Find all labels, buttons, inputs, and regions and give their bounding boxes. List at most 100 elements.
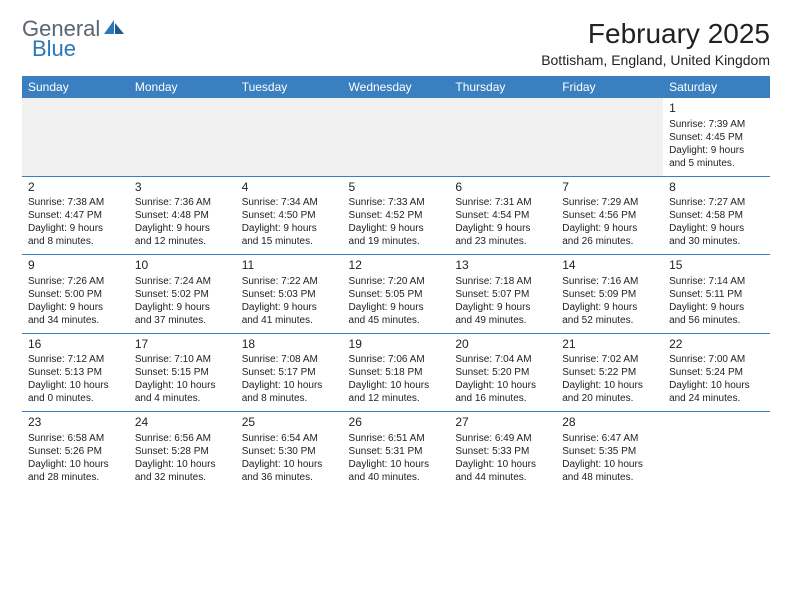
sunset-text: Sunset: 5:07 PM — [455, 288, 550, 301]
daylight-text: Daylight: 10 hours — [562, 458, 657, 471]
title-block: February 2025 Bottisham, England, United… — [541, 18, 770, 68]
day-cell: 20Sunrise: 7:04 AMSunset: 5:20 PMDayligh… — [449, 334, 556, 412]
daylight-text: and 48 minutes. — [562, 471, 657, 484]
day-header: Thursday — [449, 76, 556, 98]
sunset-text: Sunset: 4:45 PM — [669, 131, 764, 144]
day-cell — [22, 98, 129, 176]
daylight-text: Daylight: 9 hours — [28, 301, 123, 314]
day-cell — [449, 98, 556, 176]
calendar-page: General Blue February 2025 Bottisham, En… — [0, 0, 792, 502]
sunrise-text: Sunrise: 7:27 AM — [669, 196, 764, 209]
daylight-text: and 32 minutes. — [135, 471, 230, 484]
day-number: 3 — [135, 180, 230, 196]
daylight-text: and 12 minutes. — [135, 235, 230, 248]
daylight-text: Daylight: 10 hours — [28, 379, 123, 392]
sunrise-text: Sunrise: 7:10 AM — [135, 353, 230, 366]
month-title: February 2025 — [541, 18, 770, 50]
day-cell: 8Sunrise: 7:27 AMSunset: 4:58 PMDaylight… — [663, 177, 770, 255]
sail-icon — [102, 18, 126, 40]
sunset-text: Sunset: 4:54 PM — [455, 209, 550, 222]
day-number: 7 — [562, 180, 657, 196]
day-header-row: Sunday Monday Tuesday Wednesday Thursday… — [22, 76, 770, 98]
sunrise-text: Sunrise: 6:56 AM — [135, 432, 230, 445]
day-cell: 7Sunrise: 7:29 AMSunset: 4:56 PMDaylight… — [556, 177, 663, 255]
daylight-text: Daylight: 10 hours — [135, 458, 230, 471]
sunset-text: Sunset: 4:52 PM — [349, 209, 444, 222]
sunrise-text: Sunrise: 7:31 AM — [455, 196, 550, 209]
daylight-text: Daylight: 10 hours — [455, 379, 550, 392]
day-number: 12 — [349, 258, 444, 274]
day-cell: 24Sunrise: 6:56 AMSunset: 5:28 PMDayligh… — [129, 412, 236, 490]
day-header: Sunday — [22, 76, 129, 98]
day-cell: 9Sunrise: 7:26 AMSunset: 5:00 PMDaylight… — [22, 255, 129, 333]
day-cell: 26Sunrise: 6:51 AMSunset: 5:31 PMDayligh… — [343, 412, 450, 490]
daylight-text: Daylight: 9 hours — [562, 222, 657, 235]
day-number: 14 — [562, 258, 657, 274]
day-cell — [556, 98, 663, 176]
day-number: 2 — [28, 180, 123, 196]
sunset-text: Sunset: 5:15 PM — [135, 366, 230, 379]
day-number: 27 — [455, 415, 550, 431]
sunset-text: Sunset: 5:31 PM — [349, 445, 444, 458]
sunset-text: Sunset: 5:11 PM — [669, 288, 764, 301]
sunrise-text: Sunrise: 6:47 AM — [562, 432, 657, 445]
day-number: 9 — [28, 258, 123, 274]
daylight-text: Daylight: 9 hours — [349, 301, 444, 314]
day-header: Monday — [129, 76, 236, 98]
logo-blue-text: Blue — [32, 38, 126, 60]
sunrise-text: Sunrise: 7:06 AM — [349, 353, 444, 366]
day-number: 18 — [242, 337, 337, 353]
day-header: Friday — [556, 76, 663, 98]
day-number: 4 — [242, 180, 337, 196]
day-number: 5 — [349, 180, 444, 196]
sunset-text: Sunset: 4:47 PM — [28, 209, 123, 222]
daylight-text: Daylight: 9 hours — [669, 301, 764, 314]
day-cell: 2Sunrise: 7:38 AMSunset: 4:47 PMDaylight… — [22, 177, 129, 255]
day-number: 17 — [135, 337, 230, 353]
day-cell: 27Sunrise: 6:49 AMSunset: 5:33 PMDayligh… — [449, 412, 556, 490]
day-cell — [343, 98, 450, 176]
daylight-text: and 26 minutes. — [562, 235, 657, 248]
day-cell: 22Sunrise: 7:00 AMSunset: 5:24 PMDayligh… — [663, 334, 770, 412]
sunrise-text: Sunrise: 6:49 AM — [455, 432, 550, 445]
logo: General Blue — [22, 18, 126, 60]
daylight-text: and 12 minutes. — [349, 392, 444, 405]
daylight-text: and 23 minutes. — [455, 235, 550, 248]
day-cell: 19Sunrise: 7:06 AMSunset: 5:18 PMDayligh… — [343, 334, 450, 412]
day-cell: 5Sunrise: 7:33 AMSunset: 4:52 PMDaylight… — [343, 177, 450, 255]
sunset-text: Sunset: 4:50 PM — [242, 209, 337, 222]
day-number: 6 — [455, 180, 550, 196]
sunset-text: Sunset: 5:03 PM — [242, 288, 337, 301]
sunset-text: Sunset: 5:09 PM — [562, 288, 657, 301]
day-cell: 1Sunrise: 7:39 AMSunset: 4:45 PMDaylight… — [663, 98, 770, 176]
day-number: 22 — [669, 337, 764, 353]
daylight-text: Daylight: 10 hours — [562, 379, 657, 392]
day-cell: 10Sunrise: 7:24 AMSunset: 5:02 PMDayligh… — [129, 255, 236, 333]
day-cell: 21Sunrise: 7:02 AMSunset: 5:22 PMDayligh… — [556, 334, 663, 412]
sunrise-text: Sunrise: 7:29 AM — [562, 196, 657, 209]
sunrise-text: Sunrise: 7:14 AM — [669, 275, 764, 288]
day-cell — [129, 98, 236, 176]
daylight-text: and 40 minutes. — [349, 471, 444, 484]
day-cell: 16Sunrise: 7:12 AMSunset: 5:13 PMDayligh… — [22, 334, 129, 412]
sunrise-text: Sunrise: 7:26 AM — [28, 275, 123, 288]
sunset-text: Sunset: 5:35 PM — [562, 445, 657, 458]
daylight-text: Daylight: 9 hours — [349, 222, 444, 235]
day-number: 11 — [242, 258, 337, 274]
page-header: General Blue February 2025 Bottisham, En… — [22, 18, 770, 68]
sunrise-text: Sunrise: 7:00 AM — [669, 353, 764, 366]
day-cell: 23Sunrise: 6:58 AMSunset: 5:26 PMDayligh… — [22, 412, 129, 490]
daylight-text: and 52 minutes. — [562, 314, 657, 327]
week-row: 9Sunrise: 7:26 AMSunset: 5:00 PMDaylight… — [22, 255, 770, 333]
daylight-text: and 4 minutes. — [135, 392, 230, 405]
sunset-text: Sunset: 5:20 PM — [455, 366, 550, 379]
sunset-text: Sunset: 5:05 PM — [349, 288, 444, 301]
sunset-text: Sunset: 5:26 PM — [28, 445, 123, 458]
sunset-text: Sunset: 5:33 PM — [455, 445, 550, 458]
sunrise-text: Sunrise: 7:18 AM — [455, 275, 550, 288]
daylight-text: and 16 minutes. — [455, 392, 550, 405]
sunset-text: Sunset: 5:30 PM — [242, 445, 337, 458]
daylight-text: Daylight: 9 hours — [28, 222, 123, 235]
day-cell: 4Sunrise: 7:34 AMSunset: 4:50 PMDaylight… — [236, 177, 343, 255]
day-cell: 15Sunrise: 7:14 AMSunset: 5:11 PMDayligh… — [663, 255, 770, 333]
